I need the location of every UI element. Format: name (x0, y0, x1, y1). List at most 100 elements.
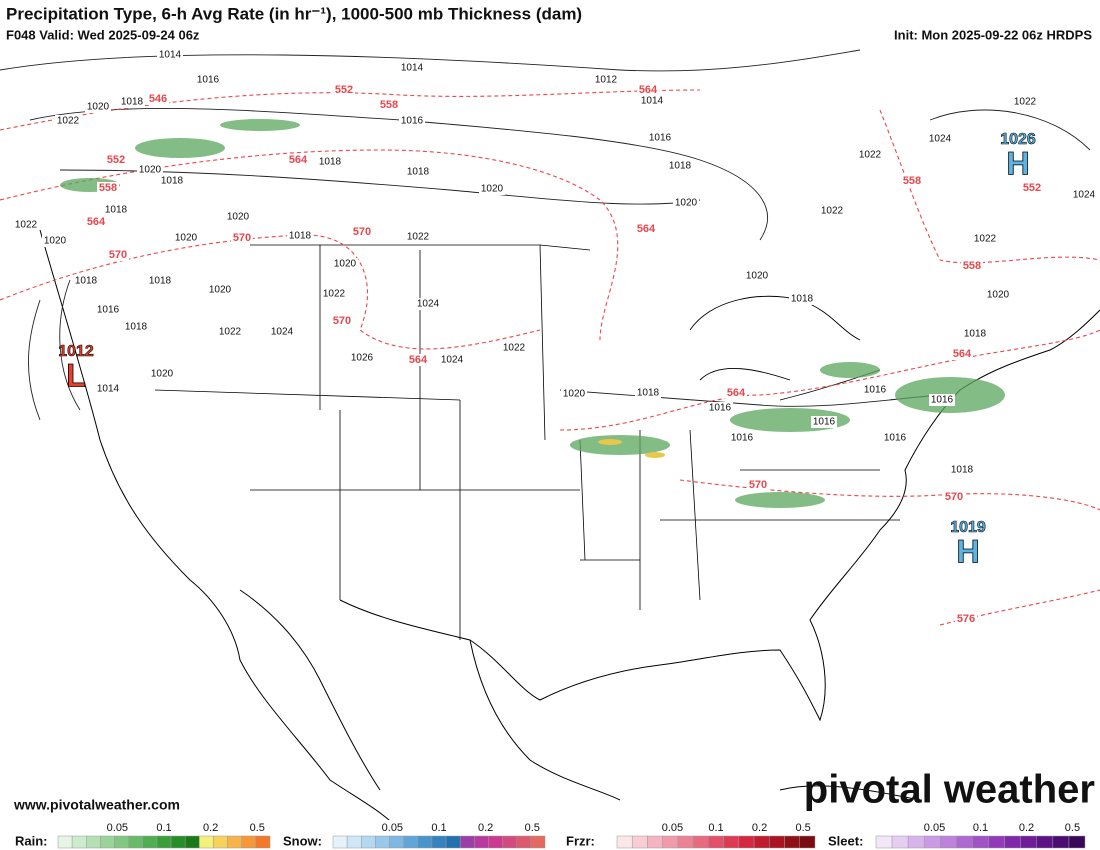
thickness-label: 558 (380, 99, 398, 111)
legend-swatch (142, 835, 158, 849)
legend-swatch (361, 835, 376, 849)
label-bg (901, 175, 923, 187)
legend-name: Frzr: (566, 833, 595, 848)
label-bg (73, 275, 99, 287)
label-bg (333, 84, 355, 96)
legend-swatch (431, 835, 447, 849)
legend-tick: 0.1 (431, 822, 446, 834)
label-bg (439, 354, 465, 366)
label-bg (1021, 182, 1043, 194)
legend-swatch (332, 835, 348, 849)
legend-name: Sleet: (828, 833, 863, 848)
isobar-label: 1022 (1014, 97, 1037, 108)
label-bg (95, 383, 121, 395)
isobar (28, 279, 81, 421)
isobar-label: 1022 (57, 116, 80, 127)
label-bg (147, 275, 173, 287)
legend-swatch (769, 835, 785, 849)
isobar-label: 1018 (75, 276, 98, 287)
isobar-label: 1016 (197, 75, 220, 86)
legend-swatch (799, 835, 816, 849)
label-bg (635, 387, 661, 399)
legend-swatch (988, 835, 1005, 849)
legend-tick: 0.5 (250, 822, 265, 834)
legend-swatch (474, 835, 489, 849)
label-bg (269, 326, 295, 338)
isobar-label: 1020 (151, 369, 174, 380)
isobar-label: 1016 (709, 403, 732, 414)
website: www.pivotalweather.com (13, 797, 180, 813)
label-bg (207, 284, 233, 296)
label-bg (962, 328, 988, 340)
thickness-label: 546 (149, 93, 167, 105)
isobar-label: 1016 (931, 395, 954, 406)
thickness-line (559, 329, 1100, 431)
label-bg (955, 613, 977, 625)
label-bg (857, 149, 883, 161)
legend-swatch (213, 835, 228, 849)
legend-swatch (417, 835, 433, 849)
header-bg (0, 0, 1100, 44)
legend-tick: 0.05 (107, 822, 128, 834)
legend-tick: 0.5 (795, 822, 810, 834)
rain-area (570, 435, 670, 455)
baja (239, 589, 381, 791)
label-bg (405, 166, 431, 178)
label-bg (332, 258, 358, 270)
thickness-label: 564 (639, 84, 658, 96)
isobar-label: 1024 (271, 327, 294, 338)
legend-swatch (114, 835, 129, 849)
label-bg (667, 160, 693, 172)
legend-tick: 0.05 (662, 822, 683, 834)
label-bg (725, 387, 747, 399)
brand: pivotal weather (804, 768, 1095, 812)
isobar-label: 1020 (987, 290, 1010, 301)
legend-name: Rain: (15, 833, 48, 848)
label-bg (985, 289, 1011, 301)
labels: 1014101610141012101410161018102010221024… (13, 49, 1097, 848)
isobar-label: 1016 (401, 116, 424, 127)
rain-area (645, 452, 665, 458)
legend-swatch (1068, 835, 1086, 849)
legend-swatch (403, 835, 419, 849)
label-bg (407, 354, 429, 366)
legend-tick: 0.1 (156, 822, 171, 834)
legend-swatch (241, 835, 257, 849)
isobar (59, 169, 701, 205)
label-bg (639, 95, 665, 107)
legend-tick: 0.2 (1019, 822, 1034, 834)
label-bg (972, 233, 998, 245)
isobar-label: 1016 (813, 417, 836, 428)
legend-swatch (940, 835, 957, 849)
legend-swatch (530, 835, 546, 849)
thickness-label: 564 (637, 223, 656, 235)
legend-swatch (923, 835, 941, 849)
isobar-label: 1022 (859, 150, 882, 161)
label-bg (107, 249, 129, 261)
label-bg (195, 74, 221, 86)
thickness-label: 570 (233, 232, 251, 244)
legend-swatch (753, 835, 770, 849)
isobar-label: 1020 (481, 184, 504, 195)
thickness-label: 558 (99, 182, 117, 194)
isobar-label: 1020 (175, 233, 198, 244)
legend-swatch (956, 835, 973, 849)
isobar-label: 1012 (595, 75, 618, 86)
legend-swatch (255, 835, 271, 849)
legend-swatch (738, 835, 755, 849)
isobar-label: 1018 (161, 176, 184, 187)
legend-swatch (677, 835, 694, 849)
pressure-center: H (1006, 145, 1029, 181)
isobar-label: 1026 (351, 353, 374, 364)
isobar-label: 1016 (864, 385, 887, 396)
isobar-label: 1018 (407, 167, 430, 178)
label-bg (415, 298, 441, 310)
isobar (29, 108, 768, 241)
label-bg (123, 321, 149, 333)
label-bg (561, 388, 587, 400)
isobar-label: 1018 (951, 465, 974, 476)
thickness-label: 570 (749, 479, 767, 491)
isobar-label: 1020 (44, 236, 67, 247)
gulf-mexico-coast (469, 639, 621, 801)
